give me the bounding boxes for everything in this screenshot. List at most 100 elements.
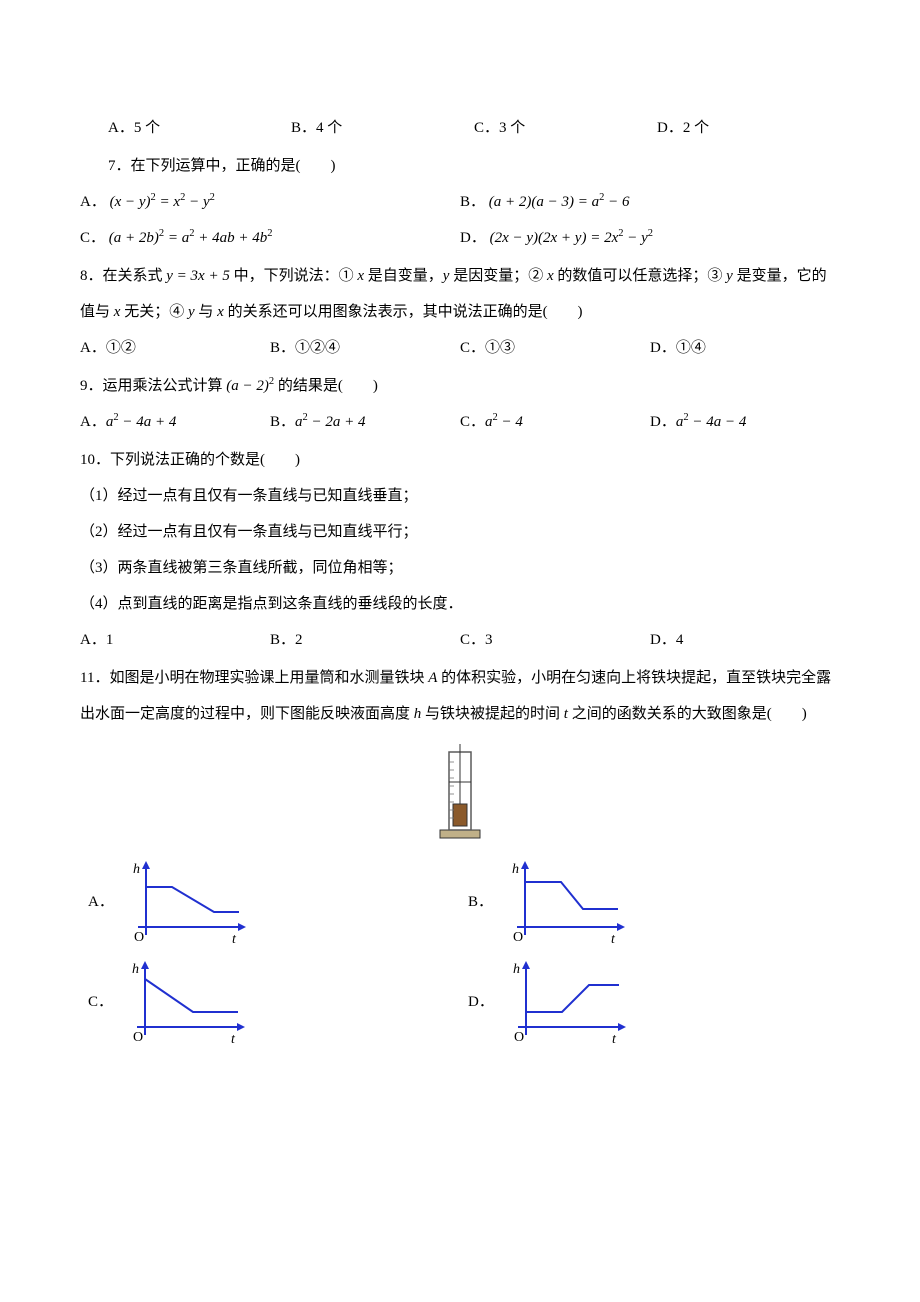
q11-graphC: C． h t O — [80, 957, 460, 1047]
q9-optB-m2: − 2a + 4 — [308, 414, 366, 430]
q11-labB: B． — [468, 884, 493, 920]
q6-optC-text: C．3 个 — [474, 120, 525, 136]
q8-p9: 的关系还可以用图象法表示，其中说法正确的是( ) — [224, 304, 583, 320]
q8-optC: C．①③ — [460, 330, 650, 366]
q9-optB: B．a2 − 2a + 4 — [270, 404, 460, 440]
q11-p1: 11．如图是小明在物理实验课上用量筒和水测量铁块 — [80, 670, 428, 686]
q6-optB: B．4 个 — [291, 110, 474, 146]
q9-optA: A．a2 − 4a + 4 — [80, 404, 270, 440]
q11-stem: 11．如图是小明在物理实验课上用量筒和水测量铁块 A 的体积实验，小明在匀速向上… — [80, 660, 840, 732]
q7-optB: B． (a + 2)(a − 3) = a2 − 6 — [460, 184, 840, 220]
axis-h-label: h — [133, 862, 140, 877]
q8-p1: 8．在关系式 — [80, 268, 166, 284]
q8-p5: 的数值可以任意选择；③ — [554, 268, 727, 284]
graph-B-icon: h t O — [503, 857, 633, 947]
q11-graphA: A． h t O — [80, 857, 460, 947]
q7-optC-pre: C． — [80, 230, 105, 246]
q7-optB-pre: B． — [460, 194, 485, 210]
q8-options: A．①② B．①②④ C．①③ D．①④ — [80, 330, 840, 366]
q10-s2: （2）经过一点有且仅有一条直线与已知直线平行； — [80, 514, 840, 550]
q6-optB-text: B．4 个 — [291, 120, 342, 136]
q8-p4: 是因变量；② — [449, 268, 547, 284]
q10-s4: （4）点到直线的距离是指点到这条直线的垂线段的长度． — [80, 586, 840, 622]
q11-graph-row1: A． h t O B． — [80, 857, 840, 947]
q8-optD: D．①④ — [650, 330, 840, 366]
q8-p3: 是自变量， — [364, 268, 443, 284]
q9-optA-m2: − 4a + 4 — [119, 414, 177, 430]
axis-O-label: O — [513, 930, 523, 945]
q7-optD: D． (2x − y)(2x + y) = 2x2 − y2 — [460, 220, 840, 256]
q11-graphB: B． h t O — [460, 857, 840, 947]
q10-optD: D．4 — [650, 622, 840, 658]
q9-options: A．a2 − 4a + 4 B．a2 − 2a + 4 C．a2 − 4 D．a… — [80, 404, 840, 440]
axis-O-label: O — [134, 930, 144, 945]
q11-cylinder-figure — [80, 742, 840, 842]
q6-optD: D．2 个 — [657, 110, 840, 146]
q7-optA: A． (x − y)2 = x2 − y2 — [80, 184, 460, 220]
q8-optB: B．①②④ — [270, 330, 460, 366]
q9-optC-m1: a — [485, 414, 493, 430]
q8-y3: y — [188, 304, 195, 320]
q9-optB-m1: a — [295, 414, 303, 430]
q7-optA-r2: − — [185, 194, 203, 210]
q7-optB-lhs: (a + 2)(a − 3) = a — [489, 194, 599, 210]
axis-t-label: t — [232, 932, 237, 947]
cylinder-icon — [435, 742, 485, 842]
q9-optA-pre: A． — [80, 414, 106, 430]
q9-p1: 9．运用乘法公式计算 — [80, 378, 226, 394]
q11-labC: C． — [88, 984, 113, 1020]
q11-labD: D． — [468, 984, 494, 1020]
q11-labA: A． — [88, 884, 114, 920]
graph-C-icon: h t O — [123, 957, 253, 1047]
q9-optD-pre: D． — [650, 414, 676, 430]
q11-A: A — [428, 670, 437, 686]
q7-optA-pre: A． — [80, 194, 106, 210]
q9-optC: C．a2 − 4 — [460, 404, 650, 440]
q9-optD: D．a2 − 4a − 4 — [650, 404, 840, 440]
q8-stem: 8．在关系式 y = 3x + 5 中，下列说法：① x 是自变量，y 是因变量… — [80, 258, 840, 330]
q6-optA: A．5 个 — [108, 110, 291, 146]
axis-t-label: t — [231, 1032, 236, 1047]
q10-options: A．1 B．2 C．3 D．4 — [80, 622, 840, 658]
q7-options-row1: A． (x − y)2 = x2 − y2 B． (a + 2)(a − 3) … — [80, 184, 840, 220]
q9-p2: 的结果是( ) — [274, 378, 378, 394]
axis-O-label: O — [133, 1030, 143, 1045]
q7-optA-r3: y — [203, 194, 210, 210]
axis-h-label: h — [513, 962, 520, 977]
q7-optA-lhs: (x − y) — [110, 194, 151, 210]
q9-eq: (a − 2) — [226, 378, 269, 394]
q8-optA: A．①② — [80, 330, 270, 366]
q10-optA: A．1 — [80, 622, 270, 658]
q10-optB: B．2 — [270, 622, 460, 658]
q7-optB-rhs: − 6 — [604, 194, 629, 210]
q6-optC: C．3 个 — [474, 110, 657, 146]
q9-optB-pre: B． — [270, 414, 295, 430]
q7-optC-lhs: (a + 2b) — [109, 230, 159, 246]
q11-graph-row2: C． h t O D． — [80, 957, 840, 1047]
q9-optC-m2: − 4 — [498, 414, 523, 430]
graph-D-icon: h t O — [504, 957, 634, 1047]
q8-p2: 中，下列说法：① — [230, 268, 358, 284]
q11-p4: 之间的函数关系的大致图象是( ) — [568, 706, 807, 722]
q11-graphD: D． h t O — [460, 957, 840, 1047]
q9-optC-pre: C． — [460, 414, 485, 430]
q7-optD-pre: D． — [460, 230, 486, 246]
q6-options: A．5 个 B．4 个 C．3 个 D．2 个 — [80, 110, 840, 146]
q8-x1: x — [357, 268, 364, 284]
axis-O-label: O — [514, 1030, 524, 1045]
q10-optC: C．3 — [460, 622, 650, 658]
axis-h-label: h — [132, 962, 139, 977]
axis-h-label: h — [512, 862, 519, 877]
q9-stem: 9．运用乘法公式计算 (a − 2)2 的结果是( ) — [80, 368, 840, 404]
q8-x4: x — [217, 304, 224, 320]
q8-y2: y — [726, 268, 733, 284]
q7-optD-lhs: (2x − y)(2x + y) = 2x — [490, 230, 619, 246]
q10-s3: （3）两条直线被第三条直线所截，同位角相等； — [80, 550, 840, 586]
q7-stem: 7．在下列运算中，正确的是( ) — [80, 148, 840, 184]
q11-p3: 与铁块被提起的时间 — [421, 706, 564, 722]
q9-optD-m2: − 4a − 4 — [689, 414, 747, 430]
q6-optD-text: D．2 个 — [657, 120, 709, 136]
q10-stem: 10．下列说法正确的个数是( ) — [80, 442, 840, 478]
q7-optA-mid: = — [156, 194, 174, 210]
q7-options-row2: C． (a + 2b)2 = a2 + 4ab + 4b2 D． (2x − y… — [80, 220, 840, 256]
